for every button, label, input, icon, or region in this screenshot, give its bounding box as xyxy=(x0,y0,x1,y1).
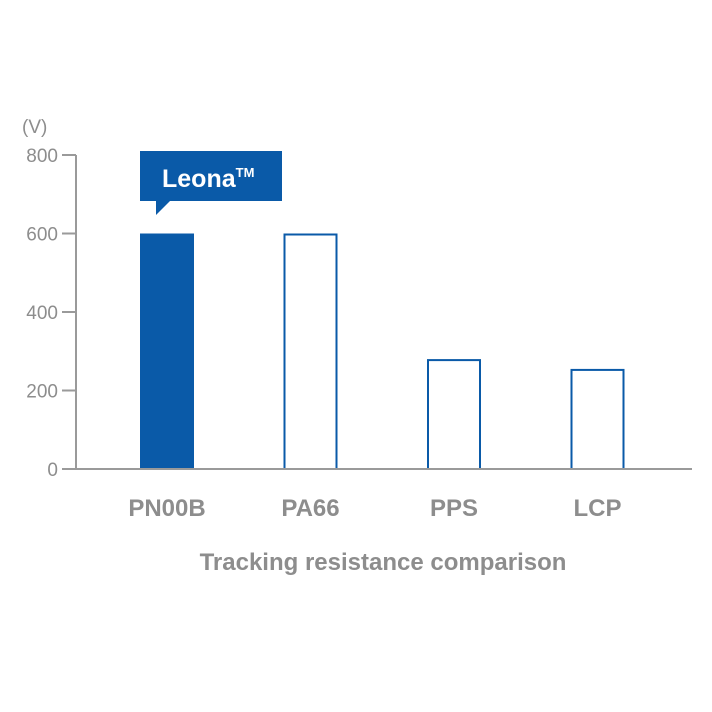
callout-text: LeonaTM xyxy=(162,165,254,193)
y-tick-label: 400 xyxy=(26,303,58,324)
category-label-pn00b: PN00B xyxy=(128,495,205,522)
category-label-pps: PPS xyxy=(430,495,478,522)
y-tick-label: 800 xyxy=(26,146,58,167)
bar-pa66 xyxy=(283,233,338,470)
leona-callout: LeonaTM xyxy=(140,151,282,215)
y-tick-label: 600 xyxy=(26,225,58,246)
bars xyxy=(140,233,625,471)
y-axis-unit: (V) xyxy=(22,117,47,138)
category-label-pa66: PA66 xyxy=(281,495,339,522)
bar-pps xyxy=(427,359,481,471)
category-labels: PN00B PA66 PPS LCP xyxy=(128,495,621,522)
bar-pn00b xyxy=(140,233,194,469)
category-label-lcp: LCP xyxy=(574,495,622,522)
y-axis-ticks: 0 200 400 600 800 xyxy=(26,146,76,481)
bar-lcp xyxy=(570,368,625,471)
y-tick-label: 200 xyxy=(26,382,58,403)
x-axis-title: Tracking resistance comparison xyxy=(200,549,567,576)
callout-trademark: TM xyxy=(236,165,255,180)
callout-shape xyxy=(140,151,282,215)
y-tick-label: 0 xyxy=(47,460,58,481)
callout-main-text: Leona xyxy=(162,165,237,193)
